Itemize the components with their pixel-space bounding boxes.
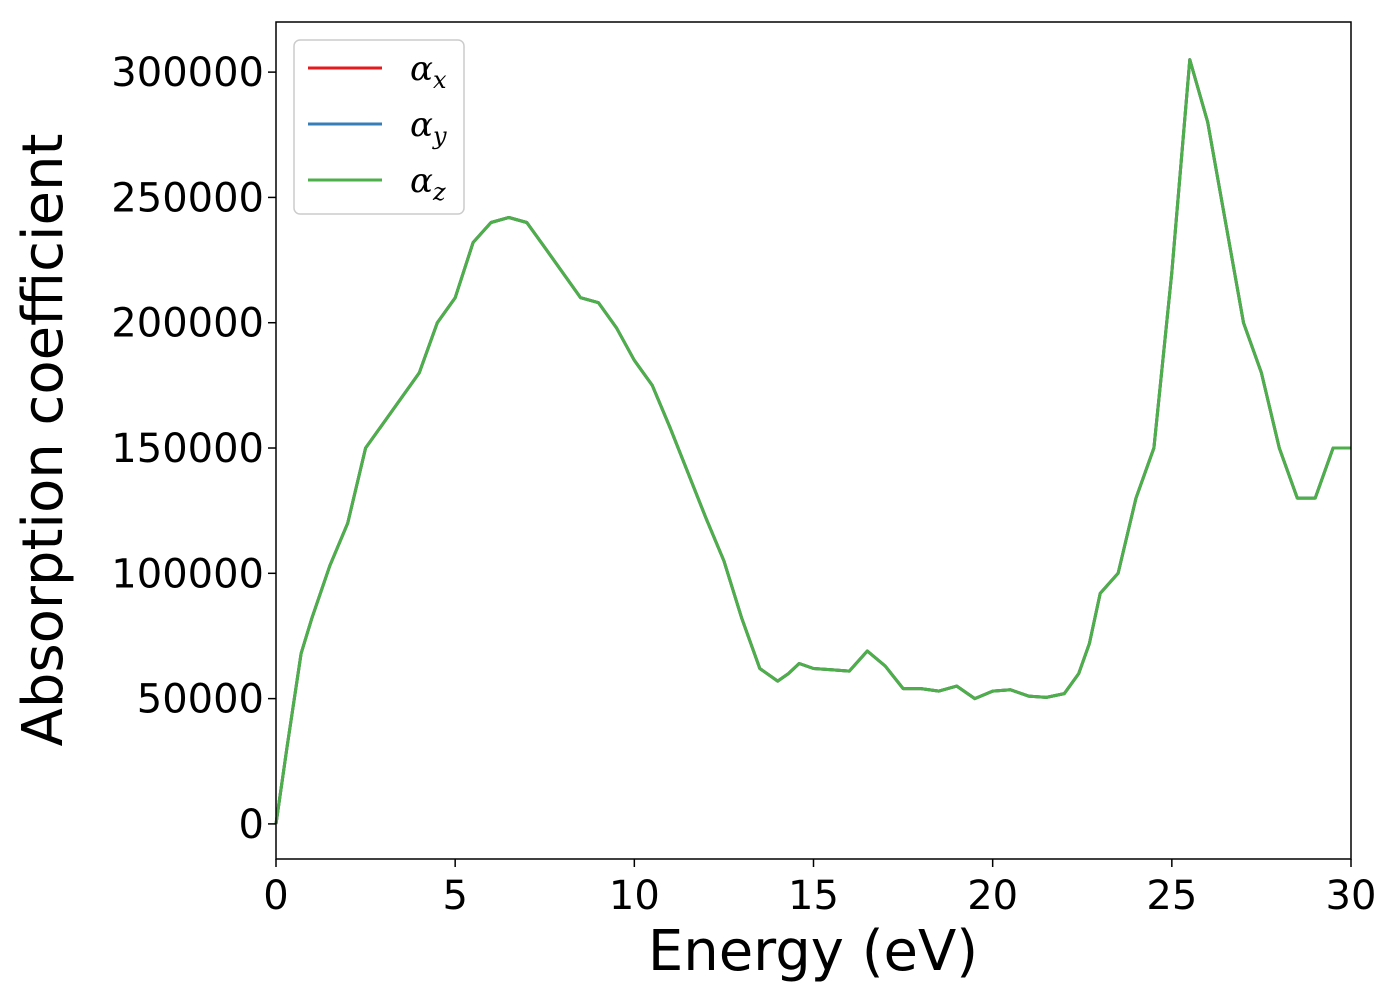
- x-tick-label: 5: [442, 873, 467, 919]
- y-tick-label: 50000: [137, 677, 264, 723]
- legend-label-z: αz: [410, 161, 446, 206]
- x-tick-label: 30: [1326, 873, 1377, 919]
- y-tick-label: 150000: [111, 426, 264, 472]
- x-axis-ticks: 0 5 10 15 20 25 30: [263, 859, 1376, 919]
- x-tick-label: 10: [609, 873, 660, 919]
- x-tick-label: 25: [1146, 873, 1197, 919]
- y-axis-ticks: 0 50000 100000 150000 200000 250000 300000: [111, 50, 276, 848]
- x-axis-label: Energy (eV): [648, 919, 978, 984]
- x-tick-label: 20: [967, 873, 1018, 919]
- x-tick-label: 0: [263, 873, 288, 919]
- y-axis-label: Absorption coefficient: [11, 134, 76, 747]
- x-tick-label: 15: [788, 873, 839, 919]
- series-line-z: [274, 58, 1351, 825]
- legend-subscript: z: [432, 178, 446, 206]
- legend-subscript: x: [433, 66, 447, 94]
- y-tick-label: 200000: [111, 301, 264, 347]
- y-tick-label: 0: [239, 802, 264, 848]
- y-tick-label: 250000: [111, 175, 264, 221]
- legend-subscript: y: [432, 122, 447, 150]
- y-tick-label: 100000: [111, 551, 264, 597]
- series-layer: [274, 58, 1351, 825]
- legend-box: [293, 39, 465, 215]
- y-tick-label: 300000: [111, 50, 264, 96]
